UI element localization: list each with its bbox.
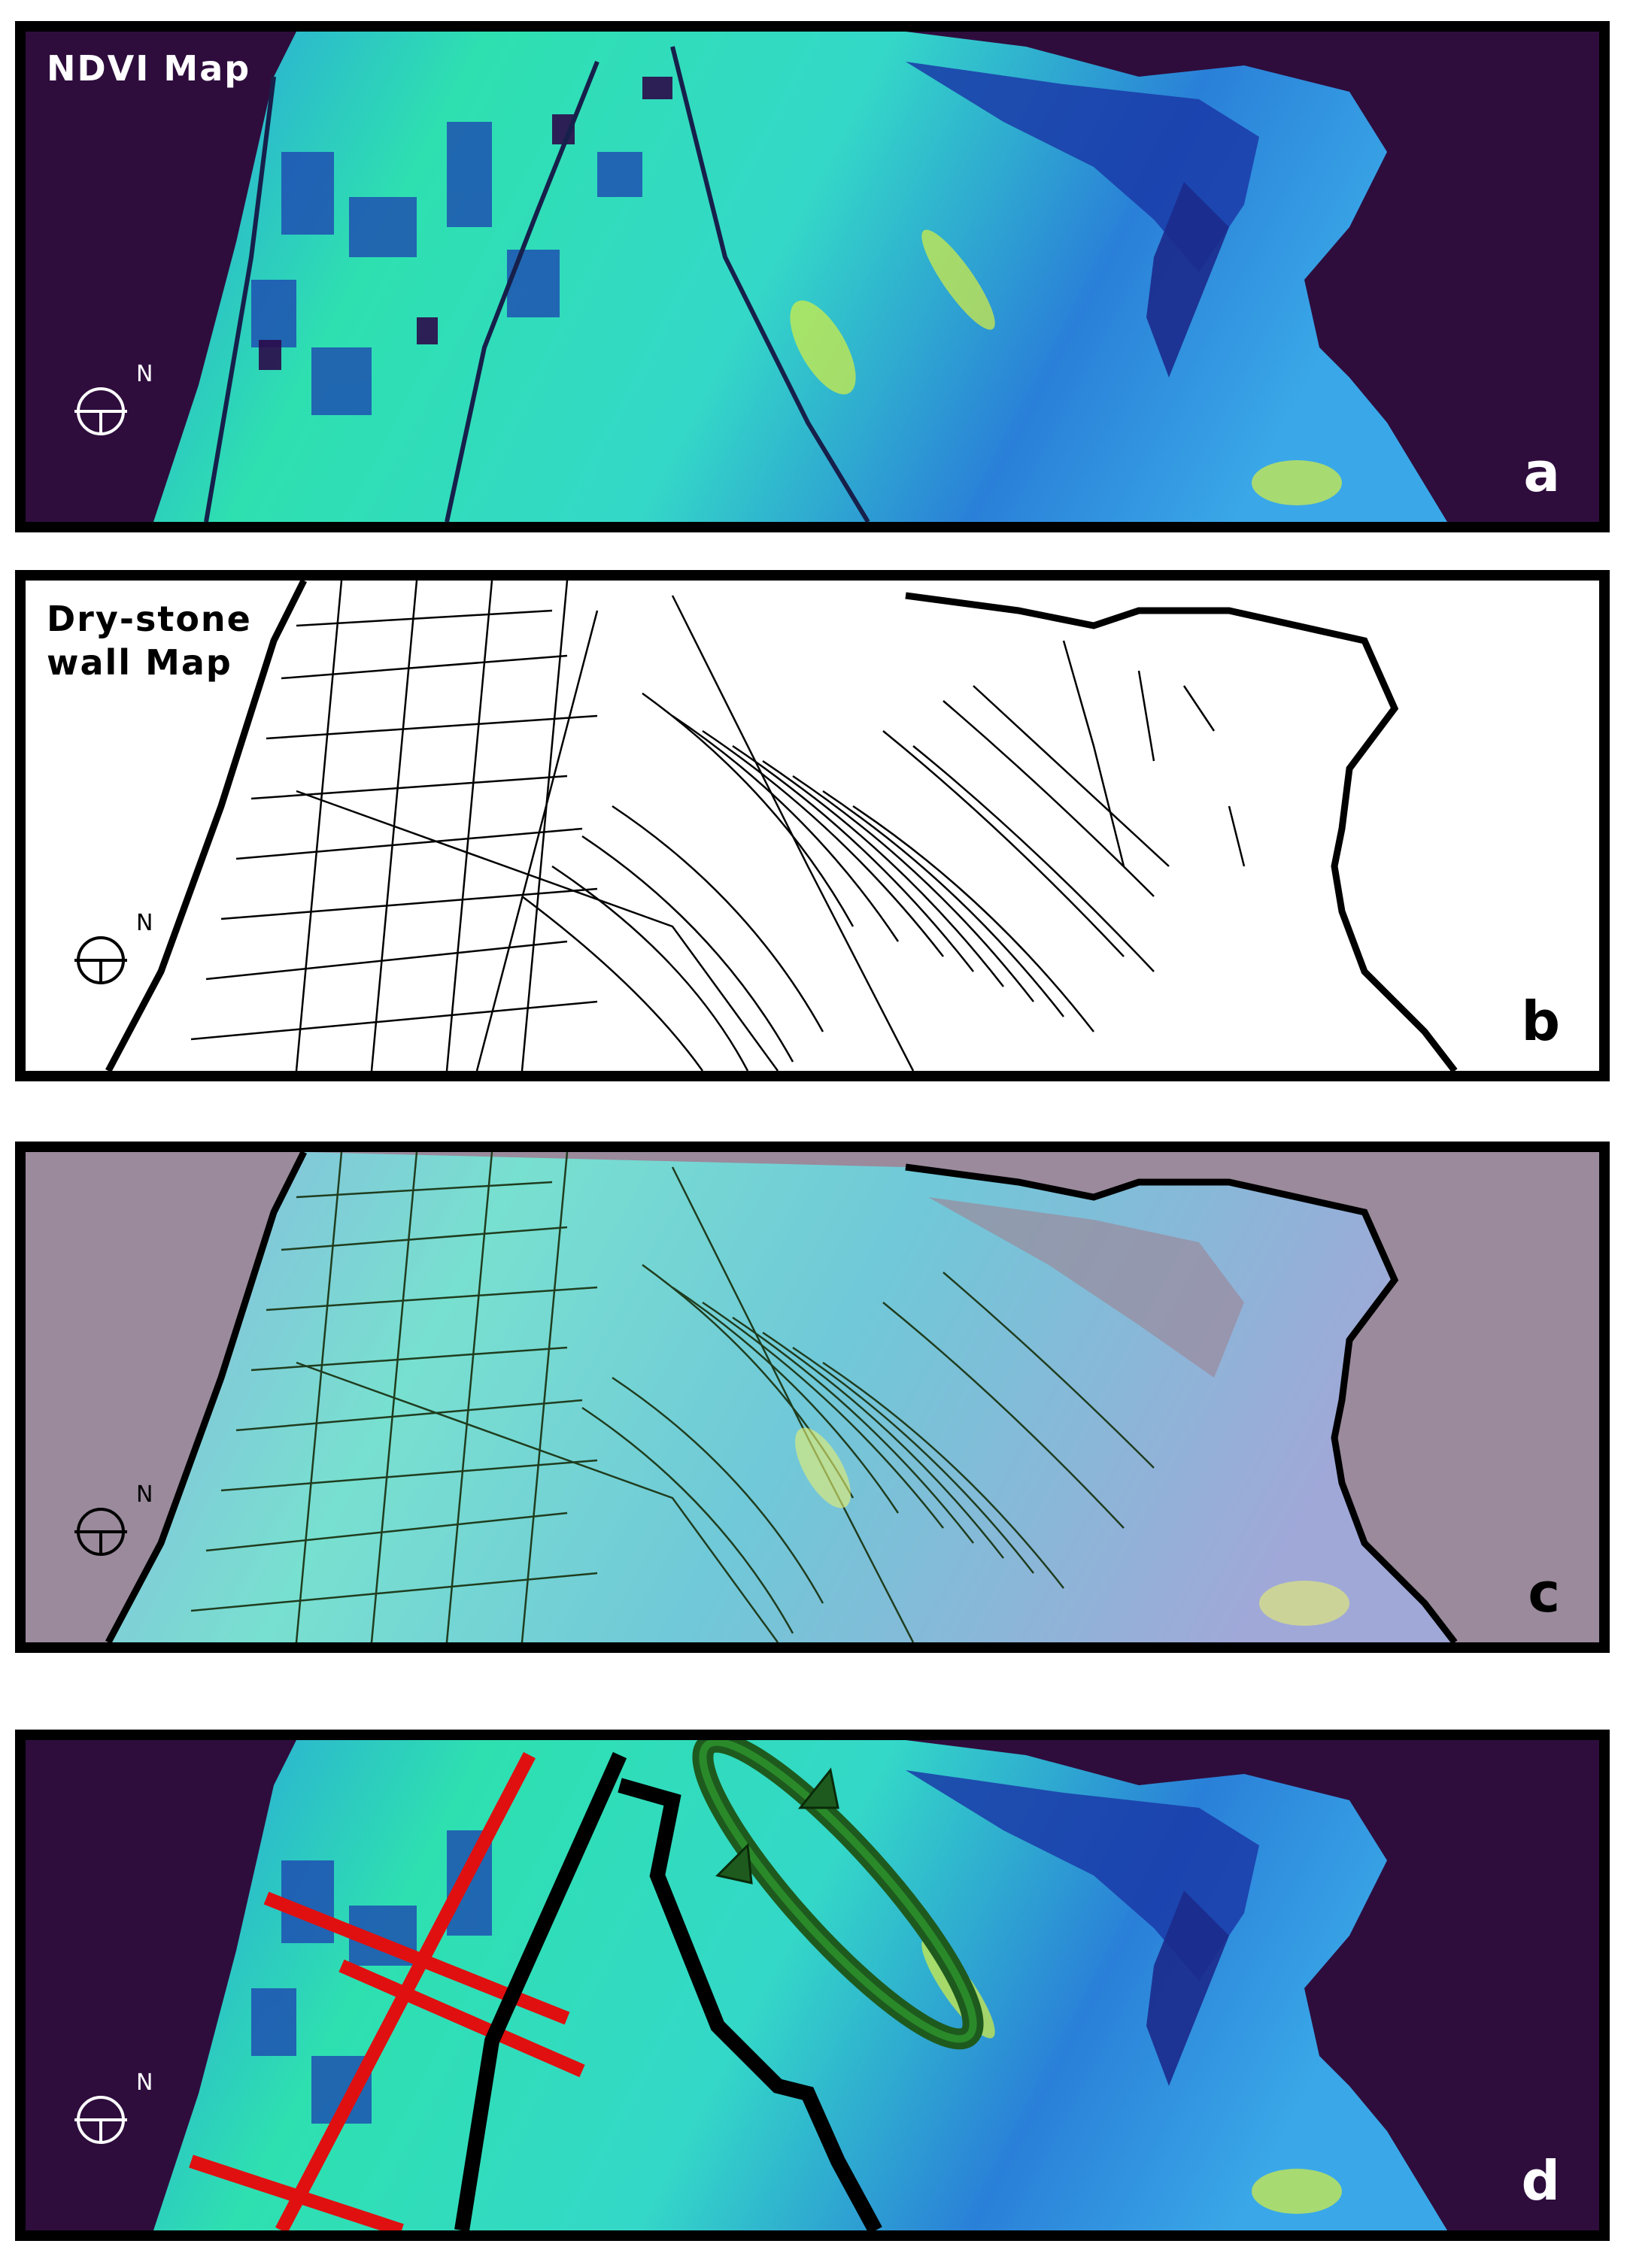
panel-a-ndvi-map: NDVI Map N a: [15, 21, 1610, 532]
black-path-lines: [454, 1751, 882, 2230]
north-arrow-icon: [74, 1508, 127, 1556]
ndvi-map-image: [153, 32, 1447, 522]
panel-a-title: NDVI Map: [47, 48, 251, 89]
panel-d-interpretation-map: N d: [15, 1730, 1610, 2241]
north-arrow-b: N: [67, 911, 172, 994]
panel-b-dry-stone-wall-map: Dry-stone wall Map N b: [15, 570, 1610, 1081]
north-arrow-c: N: [67, 1483, 172, 1566]
panel-b-letter: b: [1521, 990, 1560, 1053]
dry-stone-wall-map-image: [105, 581, 1458, 1071]
north-arrow-d: N: [67, 2071, 172, 2154]
green-arrowhead: [797, 1767, 839, 1809]
green-arrowhead: [715, 1842, 753, 1884]
panel-b-title: Dry-stone wall Map: [47, 597, 252, 684]
overlay-map-image: [105, 1152, 1458, 1642]
interpretation-map-image: [153, 1740, 1447, 2230]
panel-d-letter: d: [1521, 2149, 1560, 2212]
north-label: N: [136, 361, 153, 387]
panel-b-title-line1: Dry-stone: [47, 599, 252, 639]
panel-c-overlay-map: N c: [15, 1142, 1610, 1653]
north-arrow-icon: [74, 2096, 127, 2144]
north-label: N: [136, 1481, 153, 1508]
north-label: N: [136, 910, 153, 936]
panel-b-title-line2: wall Map: [47, 642, 232, 683]
panel-c-letter: c: [1528, 1561, 1560, 1624]
north-label: N: [136, 2069, 153, 2096]
north-arrow-icon: [74, 936, 127, 984]
north-arrow-icon: [74, 387, 127, 435]
north-arrow-a: N: [67, 362, 172, 445]
panel-a-letter: a: [1523, 441, 1560, 504]
